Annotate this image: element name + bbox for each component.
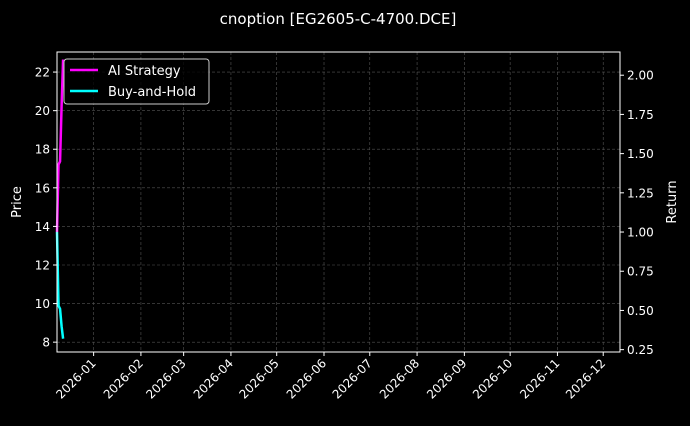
y-label-right: Return bbox=[665, 180, 680, 223]
y-tick-label-left: 12 bbox=[35, 258, 50, 272]
legend-label-buy-and-hold: Buy-and-Hold bbox=[108, 85, 196, 100]
y-label-left: Price bbox=[10, 186, 25, 218]
series-line-ai-strategy bbox=[55, 59, 65, 233]
plot-frame bbox=[56, 51, 621, 353]
y-axis-left: 8 10 12 14 16 18 20 22 bbox=[35, 66, 57, 350]
y-tick-label-left: 14 bbox=[35, 220, 50, 234]
y-tick-label-right: 2.00 bbox=[627, 69, 654, 83]
y-tick-label-left: 8 bbox=[42, 336, 50, 350]
y-tick-label-right: 0.25 bbox=[627, 343, 654, 357]
y-tick-label-left: 20 bbox=[35, 104, 50, 118]
legend-label-ai-strategy: AI Strategy bbox=[108, 64, 181, 79]
y-tick-label-right: 0.75 bbox=[627, 265, 654, 279]
y-tick-label-right: 1.75 bbox=[627, 108, 654, 122]
series-lines bbox=[55, 59, 65, 339]
y-tick-label-right: 1.00 bbox=[627, 226, 654, 240]
y-tick-label-right: 1.50 bbox=[627, 147, 654, 161]
y-tick-label-right: 1.25 bbox=[627, 186, 654, 200]
y-tick-label-right: 0.50 bbox=[627, 304, 654, 318]
chart-title: cnoption [EG2605-C-4700.DCE] bbox=[220, 10, 457, 28]
legend: AI Strategy Buy-and-Hold bbox=[63, 58, 210, 105]
y-tick-label-left: 10 bbox=[35, 297, 50, 311]
y-tick-label-left: 16 bbox=[35, 181, 50, 195]
series-line-buy-and-hold bbox=[55, 232, 65, 339]
y-axis-right: 0.25 0.50 0.75 1.00 1.25 1.50 1.75 2.00 bbox=[620, 69, 654, 357]
y-tick-label-left: 22 bbox=[35, 66, 50, 80]
legend-box bbox=[63, 58, 210, 105]
y-tick-label-left: 18 bbox=[35, 143, 50, 157]
